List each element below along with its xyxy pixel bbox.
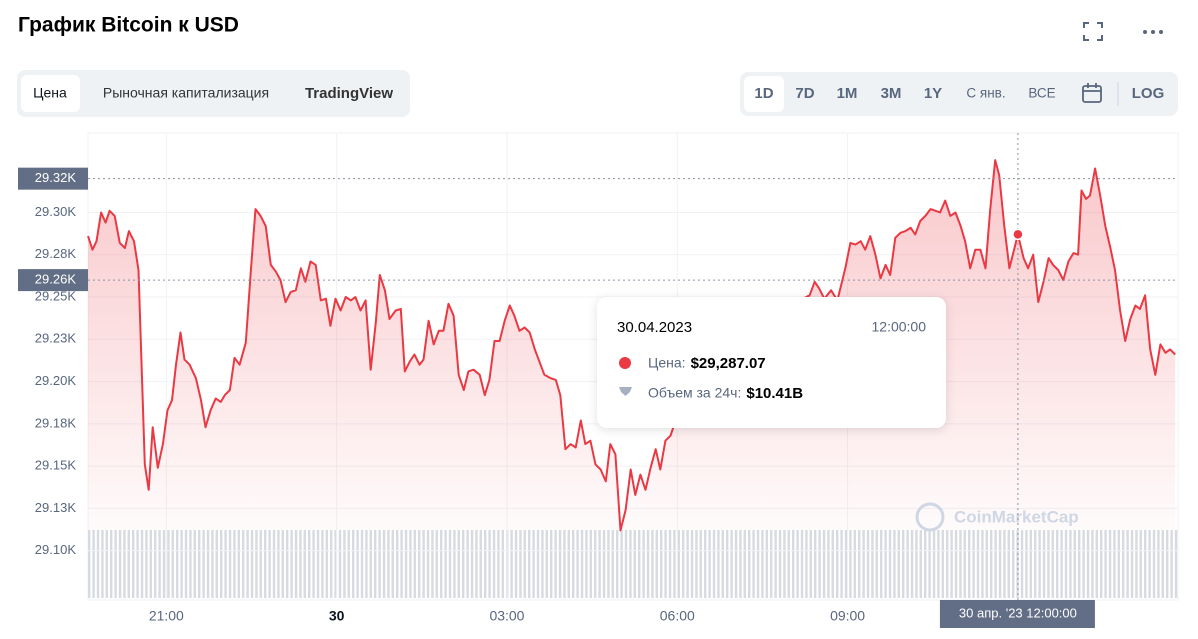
tooltip-volume-icon <box>619 387 632 396</box>
y-tick-label: 29.25K <box>35 288 77 303</box>
y-tick-label: 29.30K <box>35 204 77 219</box>
y-tick-label: 29.28K <box>35 246 77 261</box>
calendar-icon[interactable] <box>1082 83 1102 103</box>
range-button[interactable]: С янв. <box>966 86 1005 101</box>
range-button[interactable]: ВСЕ <box>1028 86 1055 101</box>
crosshair-label: 30 апр. '23 12:00:00 <box>959 605 1077 620</box>
tab[interactable]: TradingView <box>305 85 393 102</box>
chart-title: График Bitcoin к USD <box>18 14 239 37</box>
more-icon[interactable] <box>1143 30 1163 34</box>
range-bar <box>740 72 1178 116</box>
overlay: 29.32K 29.26K 30 апр. '23 12:00:00 30.04.20… <box>18 133 1178 628</box>
x-tick-label: 21:00 <box>149 608 184 624</box>
range-button[interactable]: 1M <box>837 85 858 102</box>
range-button[interactable]: 1D <box>754 85 773 102</box>
y-tick-label: 29.15K <box>35 458 77 473</box>
tooltip-date: 30.04.2023 <box>617 319 692 336</box>
marker-label: 29.26K <box>35 272 77 287</box>
y-tick-label: 29.18K <box>35 415 77 430</box>
range-button[interactable]: 3M <box>881 85 902 102</box>
range-button[interactable]: 1Y <box>924 85 942 102</box>
tooltip-price-label: Цена: <box>648 355 686 371</box>
marker-label-bg <box>18 269 88 292</box>
tab-bar <box>17 70 410 117</box>
log-button[interactable]: LOG <box>1132 85 1165 102</box>
marker-label: 29.32K <box>35 170 77 185</box>
y-tick-label: 29.13K <box>35 500 77 515</box>
price-line <box>87 159 1176 532</box>
plot: CoinMarketCap <box>87 133 1178 598</box>
crosshair-label-bg <box>939 600 1095 628</box>
y-tick-label: 29.10K <box>35 542 77 557</box>
x-tick-label: 30 <box>329 608 345 624</box>
marker-label-bg <box>18 167 88 190</box>
hover-dot <box>1012 228 1024 241</box>
y-tick-label: 29.23K <box>35 331 77 346</box>
area-fill <box>88 160 1176 531</box>
range-button[interactable]: 7D <box>795 85 814 102</box>
tooltip <box>597 297 946 428</box>
tooltip-time: 12:00:00 <box>872 319 927 335</box>
tooltip-volume: $10.41B <box>746 385 803 402</box>
x-tick-label: 09:00 <box>830 608 865 624</box>
x-tick-label: 03:00 <box>489 608 524 624</box>
active-tab <box>21 75 80 112</box>
watermark-logo <box>915 502 945 532</box>
tooltip-price: $29,287.07 <box>691 355 766 372</box>
tab[interactable]: Цена <box>33 85 67 101</box>
y-tick-label: 29.20K <box>35 373 77 388</box>
tab[interactable]: Рыночная капитализация <box>103 85 269 101</box>
x-tick-label: 06:00 <box>660 608 695 624</box>
active-range <box>744 76 784 112</box>
watermark: CoinMarketCap <box>954 507 1079 526</box>
tooltip-dot <box>619 357 631 369</box>
tooltip-volume-label: Объем за 24ч: <box>648 385 741 401</box>
fullscreen-icon[interactable] <box>1083 22 1103 41</box>
volume-bars <box>88 530 1178 598</box>
